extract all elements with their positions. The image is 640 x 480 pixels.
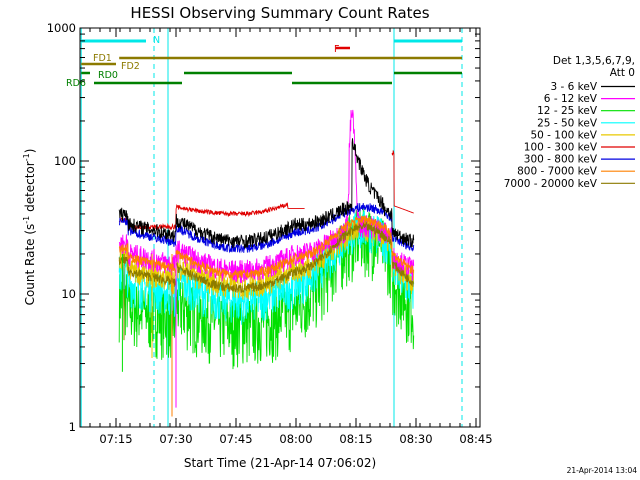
x-tick-label-5: 08:30 (399, 432, 432, 446)
axis-layer: 1 10 100 1000 07:15 07:30 07:45 08:00 08:15 08:30… (47, 21, 493, 446)
state-label-f: F (334, 44, 339, 55)
x-tick-label-3: 08:00 (279, 432, 312, 446)
y-axis-label: Count Rate (s-1 detector-1) (22, 149, 37, 306)
y-axis-label-exp1: -1 (22, 216, 31, 224)
x-tick-label-1: 07:30 (159, 432, 192, 446)
y-tick-label-3: 1000 (47, 21, 76, 35)
state-label-fd2: FD2 (121, 61, 140, 72)
y-axis-label-main: Count Rate (s (23, 224, 37, 306)
legend-label-4: 50 - 100 keV (530, 129, 597, 141)
legend-label-1: 6 - 12 keV (544, 93, 598, 105)
state-label-n: N (153, 35, 160, 46)
y-axis-label-end: ) (23, 149, 37, 154)
state-label-fd1: FD1 (93, 53, 112, 64)
series-800to7000keV (118, 215, 415, 280)
series-300to800keV (118, 203, 415, 254)
x-tick-label-4: 08:15 (339, 432, 372, 446)
x-tick-label-6: 08:45 (459, 432, 492, 446)
legend-header-1: Att 0 (610, 67, 635, 79)
x-axis-label: Start Time (21-Apr-14 07:06:02) (184, 456, 376, 470)
y-axis-label-exp2: -1 (22, 153, 31, 161)
series-100to300keV (118, 149, 414, 231)
y-tick-label-1: 10 (61, 287, 76, 301)
chart-title: HESSI Observing Summary Count Rates (130, 4, 429, 22)
legend-label-5: 100 - 300 keV (524, 142, 598, 154)
x-tick-label-0: 07:15 (99, 432, 132, 446)
series-3to6keV (118, 138, 415, 249)
y-axis-label-mid: detector (23, 161, 37, 216)
series-6to12keV (118, 109, 415, 284)
legend-label-0: 3 - 6 keV (550, 81, 597, 93)
footer-timestamp: 21-Apr-2014 13:04 (567, 466, 638, 475)
state-label-rd6: RD6 (66, 78, 86, 89)
y-tick-label-2: 100 (54, 154, 76, 168)
x-tick-label-2: 07:45 (219, 432, 252, 446)
legend-label-7: 800 - 7000 keV (517, 166, 598, 178)
legend-label-6: 300 - 800 keV (524, 154, 598, 166)
legend-header-0: Det 1,3,5,6,7,9, (553, 55, 635, 67)
state-label-rd0: RD0 (98, 70, 118, 81)
legend-label-3: 25 - 50 keV (537, 117, 598, 129)
series-layer (118, 109, 415, 417)
legend-label-8: 7000 - 20000 keV (504, 178, 598, 190)
series-7000to20000keV (118, 221, 414, 294)
legend-label-2: 12 - 25 keV (537, 105, 598, 117)
y-tick-label-0: 1 (69, 420, 76, 434)
